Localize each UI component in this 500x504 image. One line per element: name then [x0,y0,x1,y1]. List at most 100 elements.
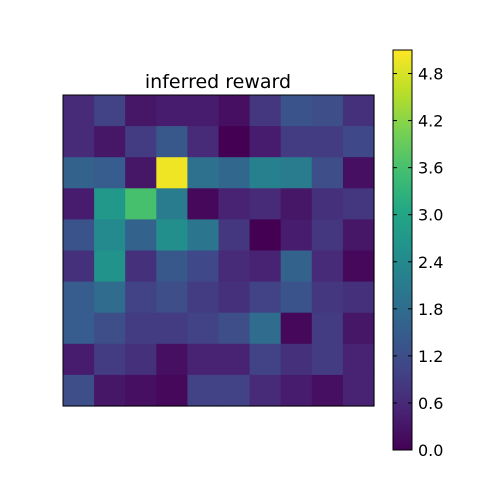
heatmap-cell [125,281,157,314]
heatmap-cell [311,312,344,345]
heatmap-cell [342,219,375,252]
heatmap-cell [187,281,220,314]
heatmap-cell [311,250,344,283]
heatmap-cell [156,219,188,252]
colorbar-frame [392,49,413,451]
heatmap-cell [218,219,251,252]
heatmap-cell [63,374,95,407]
heatmap-cell [63,95,95,127]
heatmap-cell [125,157,157,189]
heatmap-cell [218,312,251,345]
heatmap-cell [280,343,313,376]
heatmap-cell [94,250,126,283]
colorbar-tick-label: 3.6 [418,159,443,178]
heatmap-cell [342,188,375,220]
heatmap-cell [156,312,188,345]
plot-frame [62,94,375,407]
heatmap-cell [280,281,313,314]
heatmap-cell [156,281,188,314]
heatmap-cell [342,126,375,158]
heatmap-cell [218,250,251,283]
heatmap-cell [280,312,313,345]
heatmap-cell [156,157,188,189]
heatmap-cell [218,157,251,189]
heatmap-cell [125,126,157,158]
heatmap-cell [63,157,95,189]
heatmap-cell [94,219,126,252]
heatmap-cell [187,219,220,252]
heatmap-cell [311,95,344,127]
heatmap-cell [249,281,282,314]
heatmap-cell [311,343,344,376]
heatmap-cell [94,343,126,376]
heatmap-cell [94,157,126,189]
heatmap-cell [342,374,375,407]
heatmap-cell [218,188,251,220]
heatmap-cell [311,126,344,158]
heatmap-cell [218,95,251,127]
colorbar-tick-label: 4.8 [418,65,443,84]
heatmap-cell [94,312,126,345]
heatmap-cell [249,95,282,127]
heatmap-cell [311,188,344,220]
colorbar-ticks: 0.0 0.6 1.2 1.8 2.4 3.0 3.6 4.2 4.8 [393,65,443,460]
heatmap-cell [125,312,157,345]
heatmap-cell [280,250,313,283]
heatmap-cell [249,188,282,220]
heatmap-cell [156,188,188,220]
heatmap-cells [63,95,375,407]
heatmap-cell [94,281,126,314]
heatmap-cell [249,312,282,345]
heatmap-cell [187,126,220,158]
colorbar-tick-label: 0.6 [418,394,443,413]
heatmap-cell [187,343,220,376]
heatmap-cell [342,95,375,127]
heatmap-cell [94,188,126,220]
heatmap-cell [249,374,282,407]
heatmap-cell [311,219,344,252]
heatmap-cell [280,157,313,189]
heatmap-cell [187,250,220,283]
heatmap-cell [63,312,95,345]
colorbar-tick-label: 3.0 [418,206,443,225]
heatmap-cell [125,95,157,127]
heatmap-cell [187,95,220,127]
heatmap-cell [156,343,188,376]
heatmap-cell [63,126,95,158]
heatmap-cell [342,343,375,376]
heatmap-cell [156,126,188,158]
heatmap-cell [187,157,220,189]
heatmap-cell [125,219,157,252]
heatmap-cell [218,343,251,376]
heatmap-cell [125,188,157,220]
chart-title: inferred reward [145,71,291,93]
heatmap-cell [63,219,95,252]
colorbar-fill [393,50,412,450]
colorbar-tick-label: 0.0 [418,441,443,460]
heatmap-cell [280,95,313,127]
heatmap-cell [280,374,313,407]
heatmap-cell [156,374,188,407]
heatmap-cell [342,157,375,189]
heatmap-cell [94,95,126,127]
heatmap-cell [187,312,220,345]
heatmap-cell [311,281,344,314]
colorbar-tick-label: 4.2 [418,112,443,131]
heatmap-cell [280,219,313,252]
colorbar-tick-label: 1.2 [418,347,443,366]
heatmap-cell [125,374,157,407]
heatmap-cell [63,188,95,220]
heatmap-cell [156,95,188,127]
heatmap-cell [218,374,251,407]
heatmap-cell [249,343,282,376]
heatmap-cell [94,126,126,158]
heatmap-cell [218,126,251,158]
heatmap-cell [94,374,126,407]
colorbar-tick-label: 1.8 [418,300,443,319]
heatmap-cell [218,281,251,314]
heatmap-cell [63,281,95,314]
heatmap-cell [249,126,282,158]
heatmap-cell [311,374,344,407]
